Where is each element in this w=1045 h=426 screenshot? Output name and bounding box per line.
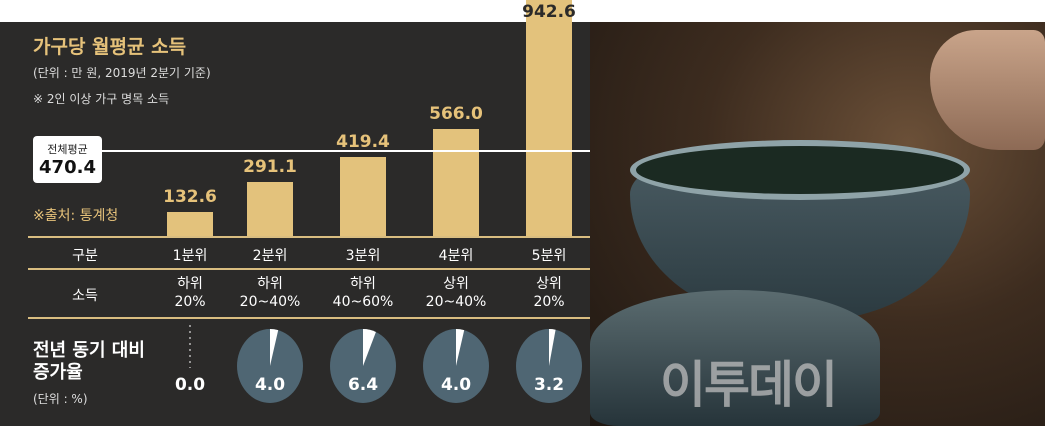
income-group-label: 하위 40~60%: [318, 275, 408, 311]
baseline: [28, 236, 590, 238]
income-group-label: 하위 20~40%: [225, 275, 315, 311]
income-group-direction: 하위: [177, 276, 203, 292]
photo-bowl-rim: [630, 140, 970, 200]
growth-value-label: 3.2: [534, 375, 564, 395]
growth-unit: (단위 : %): [33, 392, 88, 406]
growth-value-label: 0.0: [175, 375, 205, 395]
growth-label-line2: 증가율: [33, 362, 83, 383]
income-group-direction: 하위: [257, 276, 283, 292]
bar-4분위: [433, 129, 479, 237]
category-label: 4분위: [438, 248, 474, 264]
source: ※출처: 통계청: [33, 208, 119, 224]
income-group-label: 하위 20%: [145, 275, 235, 311]
income-group-direction: 상위: [443, 276, 469, 292]
category-label: 2분위: [252, 248, 288, 264]
income-group-range: 20~40%: [425, 294, 487, 310]
table-divider: [28, 317, 590, 319]
growth-pie-slice: [456, 329, 465, 366]
income-group-range: 20~40%: [239, 294, 301, 310]
bar-value-label: 291.1: [243, 156, 297, 177]
income-group-direction: 상위: [536, 276, 562, 292]
note: ※ 2인 이상 가구 명목 소득: [33, 92, 170, 106]
bar-1분위: [167, 211, 213, 237]
growth-value-label: 6.4: [348, 375, 378, 395]
bar-5분위: [526, 0, 572, 237]
row-label-income: 소득: [72, 288, 98, 304]
bar-3분위: [340, 157, 386, 237]
unit-note: (단위 : 만 원, 2019년 2분기 기준): [33, 66, 211, 80]
bar-value-label: 942.6: [522, 2, 576, 22]
photo-bowl-small: [590, 290, 880, 426]
income-group-range: 20%: [533, 294, 565, 310]
growth-pie-slice: [549, 329, 556, 366]
bar-2분위: [247, 181, 293, 237]
row-label-group: 구분: [72, 248, 98, 264]
category-label: 1분위: [172, 248, 208, 264]
growth-label-line1: 전년 동기 대비: [33, 340, 145, 361]
income-group-label: 상위 20%: [504, 275, 594, 311]
row-label-growth: 전년 동기 대비 증가율: [33, 340, 145, 384]
income-group-direction: 하위: [350, 276, 376, 292]
average-value: 470.4: [39, 157, 96, 178]
average-label: 전체평균: [47, 143, 88, 156]
income-group-label: 상위 20~40%: [411, 275, 501, 311]
category-label: 5분위: [531, 248, 567, 264]
income-group-range: 20%: [174, 294, 206, 310]
growth-pie-slice: [270, 329, 279, 366]
bar-value-label: 566.0: [429, 104, 483, 125]
growth-value-label: 4.0: [441, 375, 471, 395]
average-box: 전체평균 470.4: [33, 136, 102, 183]
category-label: 3분위: [345, 248, 381, 264]
watermark: 이투데이: [660, 356, 838, 414]
bar-value-label: 132.6: [163, 186, 217, 207]
income-group-range: 40~60%: [332, 294, 394, 310]
bar-value-label: 419.4: [336, 132, 390, 153]
chart-title: 가구당 월평균 소득: [33, 36, 187, 58]
average-line: [100, 150, 590, 152]
growth-value-label: 4.0: [255, 375, 285, 395]
table-divider: [28, 268, 590, 270]
growth-pie-slice: [363, 329, 376, 366]
